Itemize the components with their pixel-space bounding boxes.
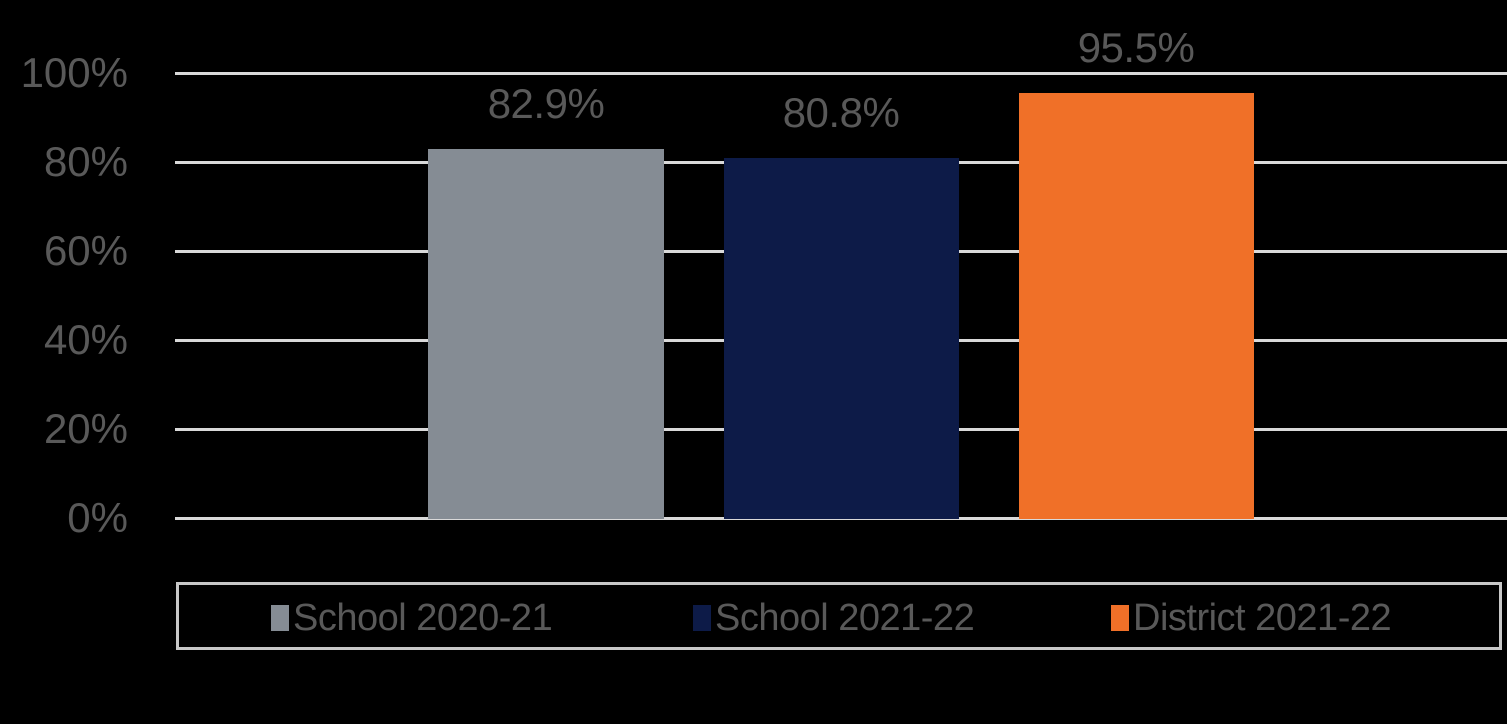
- legend-swatch-icon: [1111, 605, 1129, 631]
- y-tick-0: 0%: [67, 494, 128, 541]
- bar-district-2021-22: [1019, 93, 1254, 519]
- legend-label: District 2021-22: [1133, 597, 1392, 639]
- legend-label: School 2021-22: [715, 597, 975, 639]
- bar-school-2020-21: [428, 149, 664, 519]
- gridline-100: [175, 72, 1507, 75]
- y-tick-100: 100%: [20, 49, 128, 96]
- legend-item-school-2021-22: School 2021-22: [693, 597, 975, 639]
- y-tick-20: 20%: [43, 405, 128, 452]
- bar-school-2021-22: [724, 158, 959, 519]
- y-tick-60: 60%: [43, 227, 128, 274]
- legend-swatch-icon: [271, 605, 289, 631]
- legend-swatch-icon: [693, 605, 711, 631]
- legend-item-school-2020-21: School 2020-21: [271, 597, 553, 639]
- legend-item-district-2021-22: District 2021-22: [1111, 597, 1392, 639]
- legend-label: School 2020-21: [293, 597, 553, 639]
- data-label-district-2021-22: 95.5%: [1077, 24, 1195, 72]
- data-label-school-2020-21: 82.9%: [487, 80, 605, 128]
- y-tick-40: 40%: [43, 316, 128, 363]
- y-tick-80: 80%: [43, 138, 128, 185]
- data-label-school-2021-22: 80.8%: [782, 89, 900, 137]
- chart-legend: School 2020-21 School 2021-22 District 2…: [176, 582, 1502, 650]
